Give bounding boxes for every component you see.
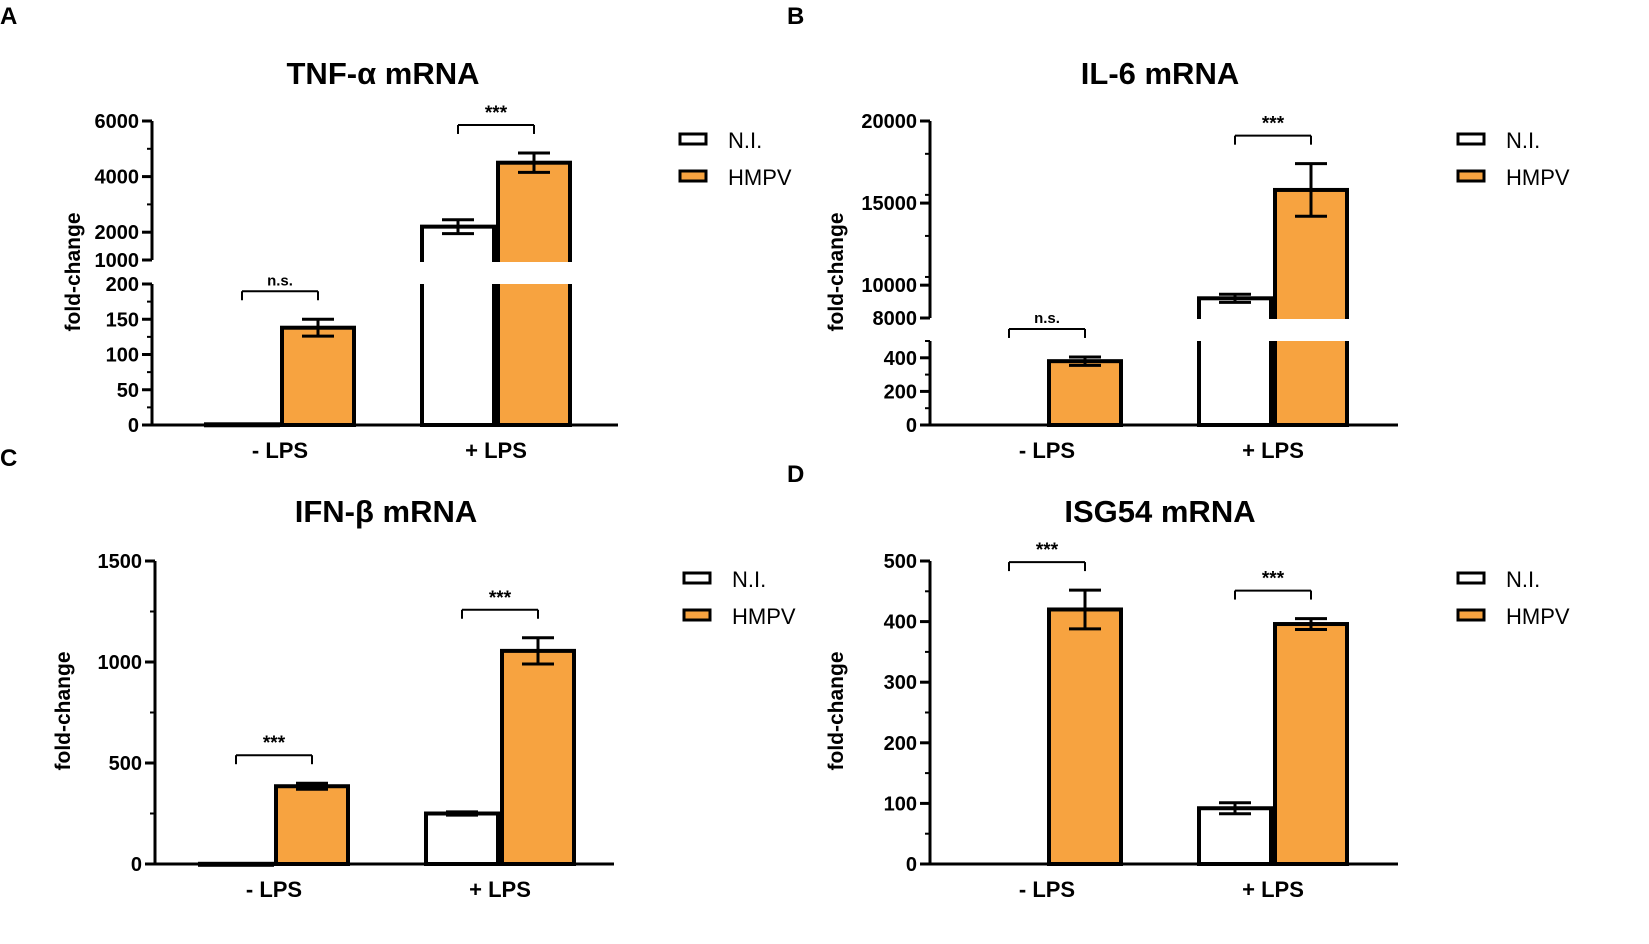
x-category-label: + LPS [1242, 438, 1304, 463]
significance-label: n.s. [267, 272, 293, 289]
significance-label: n.s. [1034, 310, 1060, 327]
bar-hmpv [496, 160, 572, 427]
bar-ni [204, 422, 280, 428]
panel-letter: D [787, 461, 804, 488]
x-category-label: + LPS [469, 877, 531, 902]
legend-label: HMPV [728, 165, 792, 190]
legend-swatch-hmpv [682, 608, 712, 622]
y-tick-label: 1000 [98, 652, 143, 674]
significance-label: *** [1036, 540, 1059, 561]
legend-label: N.I. [1506, 567, 1540, 592]
y-tick-label: 500 [109, 753, 142, 775]
legend-label: N.I. [732, 567, 766, 592]
y-tick-label: 200 [106, 274, 139, 296]
chart-title: IL-6 mRNA [1081, 56, 1239, 91]
legend-swatch-ni [682, 571, 712, 585]
y-tick-label: 0 [131, 854, 142, 876]
legend-swatch-hmpv [1456, 169, 1486, 183]
panel-C: C IFN-β mRNA fold-change 0 500 1000 1500 - LPS *… [0, 445, 796, 902]
chart-title: TNF-α mRNA [287, 56, 480, 91]
legend-label: HMPV [1506, 604, 1570, 629]
bar-hmpv [280, 325, 356, 427]
y-tick-label: 100 [884, 793, 917, 815]
chart-title: ISG54 mRNA [1064, 494, 1255, 529]
legend-swatch-ni [1456, 571, 1486, 585]
significance-label: *** [489, 588, 512, 609]
x-category-label: - LPS [1019, 877, 1075, 902]
y-tick-label: 50 [117, 380, 139, 402]
y-tick-label: 1000 [95, 250, 140, 272]
bar-ni [424, 811, 500, 866]
bar-hmpv [500, 648, 576, 867]
bar-hmpv [1047, 359, 1123, 428]
y-axis-label: fold-change [52, 652, 75, 771]
legend-label: N.I. [1506, 128, 1540, 153]
legend-label: HMPV [1506, 165, 1570, 190]
bar-ni [198, 861, 274, 867]
chart-title: IFN-β mRNA [295, 494, 478, 529]
y-axis-label: fold-change [825, 652, 848, 771]
bar-ni [1197, 806, 1273, 866]
significance-bracket: *** [1234, 569, 1312, 600]
significance-label: *** [485, 103, 508, 124]
x-category-label: - LPS [252, 438, 308, 463]
y-tick-label: 0 [906, 415, 917, 437]
panel-B: B IL-6 mRNA fold-change 0 200 400 8000 10000 150… [787, 3, 1570, 463]
y-tick-label: 100 [106, 345, 139, 367]
panel-letter: A [0, 3, 17, 30]
significance-bracket: *** [1008, 540, 1086, 572]
legend-swatch-ni [1456, 132, 1486, 146]
significance-bracket: *** [461, 588, 539, 619]
y-tick-label: 4000 [95, 167, 140, 189]
y-tick-label: 8000 [873, 308, 918, 330]
bar-ni [1197, 296, 1273, 427]
y-tick-label: 200 [884, 733, 917, 755]
bar-hmpv [1273, 622, 1349, 866]
bar-hmpv [1273, 187, 1349, 427]
axis-break-gap [1193, 319, 1353, 341]
legend-label: N.I. [728, 128, 762, 153]
x-category-label: + LPS [1242, 877, 1304, 902]
bar-hmpv [1047, 607, 1123, 866]
x-category-label: - LPS [246, 877, 302, 902]
y-tick-label: 400 [884, 612, 917, 634]
y-tick-label: 0 [128, 415, 139, 437]
y-tick-label: 400 [884, 348, 917, 370]
significance-label: *** [1262, 114, 1285, 135]
y-tick-label: 15000 [861, 193, 917, 215]
significance-label: *** [1262, 569, 1285, 590]
legend-swatch-hmpv [678, 169, 708, 183]
y-axis-label: fold-change [62, 213, 85, 332]
y-tick-label: 0 [906, 854, 917, 876]
x-category-label: + LPS [465, 438, 527, 463]
bar-ni [420, 224, 496, 427]
significance-bracket: n.s. [1008, 310, 1086, 338]
legend-swatch-ni [678, 132, 708, 146]
significance-label: *** [263, 733, 286, 754]
significance-bracket: n.s. [241, 272, 319, 301]
bar-hmpv [274, 784, 350, 866]
axis-break-gap [416, 262, 576, 284]
legend-label: HMPV [732, 604, 796, 629]
panel-letter: C [0, 445, 17, 472]
y-tick-label: 10000 [861, 275, 917, 297]
significance-bracket: *** [235, 733, 313, 765]
y-tick-label: 500 [884, 551, 917, 573]
significance-bracket: *** [1234, 114, 1312, 145]
y-tick-label: 200 [884, 381, 917, 403]
y-tick-label: 6000 [95, 111, 140, 133]
x-category-label: - LPS [1019, 438, 1075, 463]
y-tick-label: 300 [884, 672, 917, 694]
y-axis-label: fold-change [825, 213, 848, 332]
y-tick-label: 20000 [861, 111, 917, 133]
panel-letter: B [787, 3, 804, 30]
y-tick-label: 2000 [95, 222, 140, 244]
y-tick-label: 150 [106, 309, 139, 331]
significance-bracket: *** [457, 103, 535, 134]
legend-swatch-hmpv [1456, 608, 1486, 622]
panel-D: D ISG54 mRNA fold-change 0 100 200 300 400 500 - … [787, 461, 1570, 902]
y-tick-label: 1500 [98, 551, 143, 573]
